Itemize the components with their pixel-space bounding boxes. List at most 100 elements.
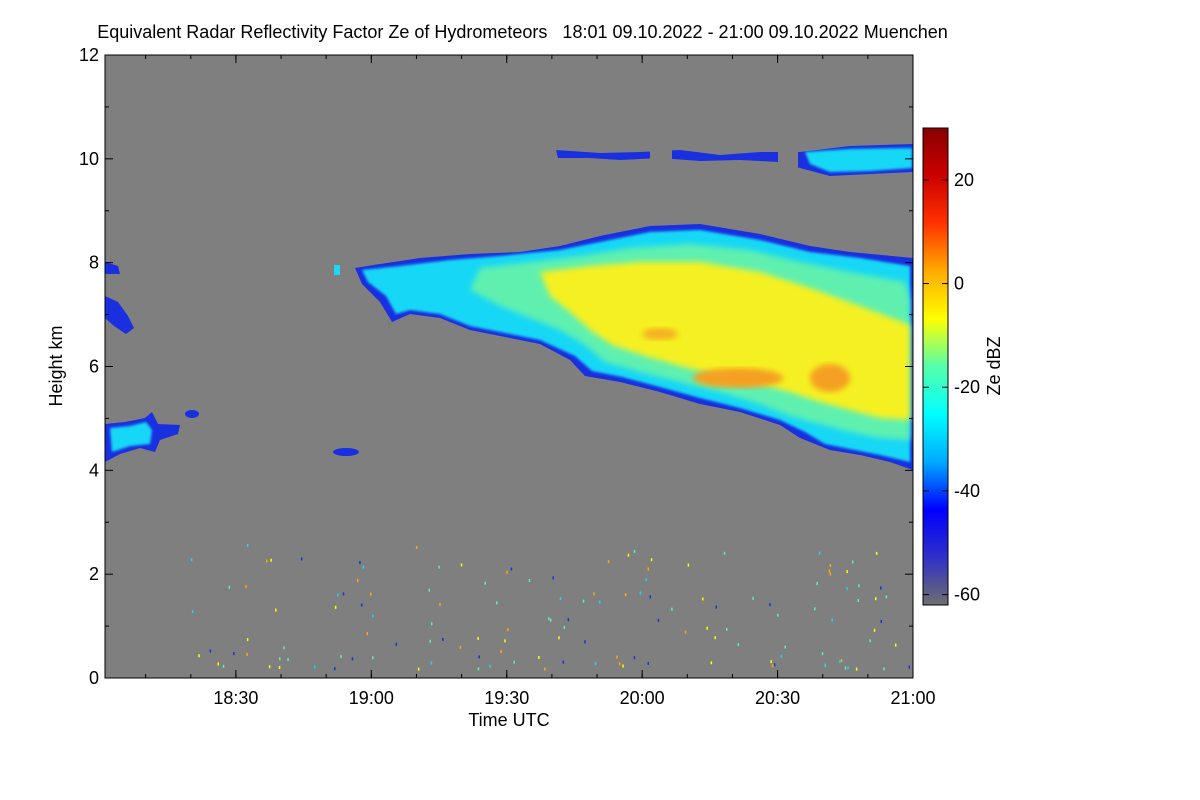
clutter-speckle xyxy=(687,563,690,567)
clutter-speckle xyxy=(334,605,337,609)
clutter-speckle xyxy=(645,578,647,582)
clutter-speckle xyxy=(839,660,841,664)
cirrus-gap-2 xyxy=(778,145,798,167)
colorbar-label: Ze dBZ xyxy=(984,336,1004,395)
clutter-speckle xyxy=(824,663,826,667)
clutter-speckle xyxy=(513,660,515,664)
clutter-speckle xyxy=(851,560,854,564)
clutter-speckle xyxy=(442,638,444,641)
clutter-speckle xyxy=(622,664,624,668)
clutter-speckle xyxy=(737,643,740,647)
y-tick-label: 10 xyxy=(79,149,99,169)
clutter-speckle xyxy=(484,581,486,585)
clutter-speckle xyxy=(840,659,843,662)
clutter-speckle xyxy=(846,570,848,574)
clutter-speckle xyxy=(650,558,653,562)
clutter-speckle xyxy=(829,564,832,568)
clutter-speckle xyxy=(415,545,418,549)
clutter-speckle xyxy=(582,599,585,603)
clutter-speckle xyxy=(510,567,513,571)
clutter-speckle xyxy=(428,588,431,592)
clutter-speckle xyxy=(538,656,540,659)
clutter-speckle xyxy=(814,607,816,611)
colorbar-tick-label: -60 xyxy=(954,585,980,605)
clutter-speckle xyxy=(816,582,818,586)
clutter-speckle xyxy=(340,655,342,659)
clutter-speckle xyxy=(246,653,248,656)
clutter-speckle xyxy=(357,579,359,583)
clutter-speckle xyxy=(351,657,354,661)
colorbar-tick-label: -40 xyxy=(954,481,980,501)
x-axis: 18:30 19:00 19:30 20:00 20:30 21:00 xyxy=(145,55,936,708)
y-tick-label: 4 xyxy=(89,460,99,480)
left-edge-cloud xyxy=(105,296,134,334)
main-cloud-orange-core xyxy=(693,368,783,388)
clutter-speckle xyxy=(599,600,601,604)
colorbar-tick-label: -20 xyxy=(954,377,980,397)
clutter-speckle xyxy=(372,614,374,618)
clutter-speckle xyxy=(895,643,897,647)
clutter-speckle xyxy=(873,628,876,632)
clutter-speckle xyxy=(370,592,372,596)
clutter-speckle xyxy=(191,610,194,614)
clutter-speckle xyxy=(858,584,860,588)
clutter-speckle xyxy=(875,597,877,601)
clutter-speckle xyxy=(715,605,717,609)
clutter-speckle xyxy=(477,636,479,640)
clutter-speckle xyxy=(372,656,374,660)
clutter-speckle xyxy=(726,627,728,631)
y-tick-label: 8 xyxy=(89,253,99,273)
clutter-speckle xyxy=(777,613,779,617)
clutter-speckle xyxy=(550,618,552,622)
low-cloud-small xyxy=(185,410,199,418)
clutter-speckle xyxy=(270,558,272,562)
clutter-speckle xyxy=(846,587,848,591)
clutter-speckle xyxy=(844,666,847,670)
low-cloud-cyan xyxy=(110,422,152,452)
x-tick-label: 21:00 xyxy=(890,688,935,708)
clutter-speckle xyxy=(438,565,440,569)
x-tick-label: 20:00 xyxy=(620,688,665,708)
clutter-speckle xyxy=(504,639,506,643)
clutter-speckle xyxy=(559,597,562,601)
clutter-speckle xyxy=(562,660,565,664)
x-tick-label: 18:30 xyxy=(213,688,258,708)
clutter-speckle xyxy=(278,666,281,669)
clutter-speckle xyxy=(706,626,708,630)
clutter-speckle xyxy=(647,662,649,665)
y-tick-label: 12 xyxy=(79,45,99,65)
clutter-speckle xyxy=(313,665,316,669)
clutter-speckle xyxy=(671,607,673,611)
clutter-speckle xyxy=(431,622,433,626)
clutter-speckle xyxy=(548,617,550,621)
clutter-speckle xyxy=(283,646,285,650)
clutter-speckle xyxy=(908,665,910,669)
clutter-speckle xyxy=(287,658,289,661)
clutter-speckle xyxy=(460,563,463,567)
left-edge-cloud-2 xyxy=(105,262,120,274)
clutter-speckle xyxy=(880,620,882,623)
clutter-speckle xyxy=(875,551,878,555)
clutter-speckle xyxy=(268,665,271,669)
clutter-speckle xyxy=(217,662,219,666)
main-cloud-orange-core-3 xyxy=(642,328,678,340)
colorbar-tick-label: 0 xyxy=(954,274,964,294)
y-axis-label: Height km xyxy=(46,325,66,406)
clutter-speckle xyxy=(430,661,433,665)
y-tick-label: 2 xyxy=(89,564,99,584)
clutter-speckle xyxy=(723,551,726,555)
clutter-speckle xyxy=(639,591,642,595)
clutter-speckle xyxy=(714,636,716,640)
clutter-speckle xyxy=(831,618,833,622)
clutter-speckle xyxy=(459,645,462,649)
clutter-speckle xyxy=(528,579,531,582)
clutter-speckle xyxy=(337,593,339,597)
clutter-speckle xyxy=(563,625,566,629)
clutter-speckle xyxy=(649,595,651,599)
clutter-speckle xyxy=(607,560,610,564)
clutter-speckle xyxy=(439,602,441,606)
cirrus-layer-cyan xyxy=(805,148,912,172)
clutter-speckle xyxy=(500,650,502,653)
clutter-speckle xyxy=(342,592,345,596)
clutter-speckle xyxy=(633,549,636,553)
